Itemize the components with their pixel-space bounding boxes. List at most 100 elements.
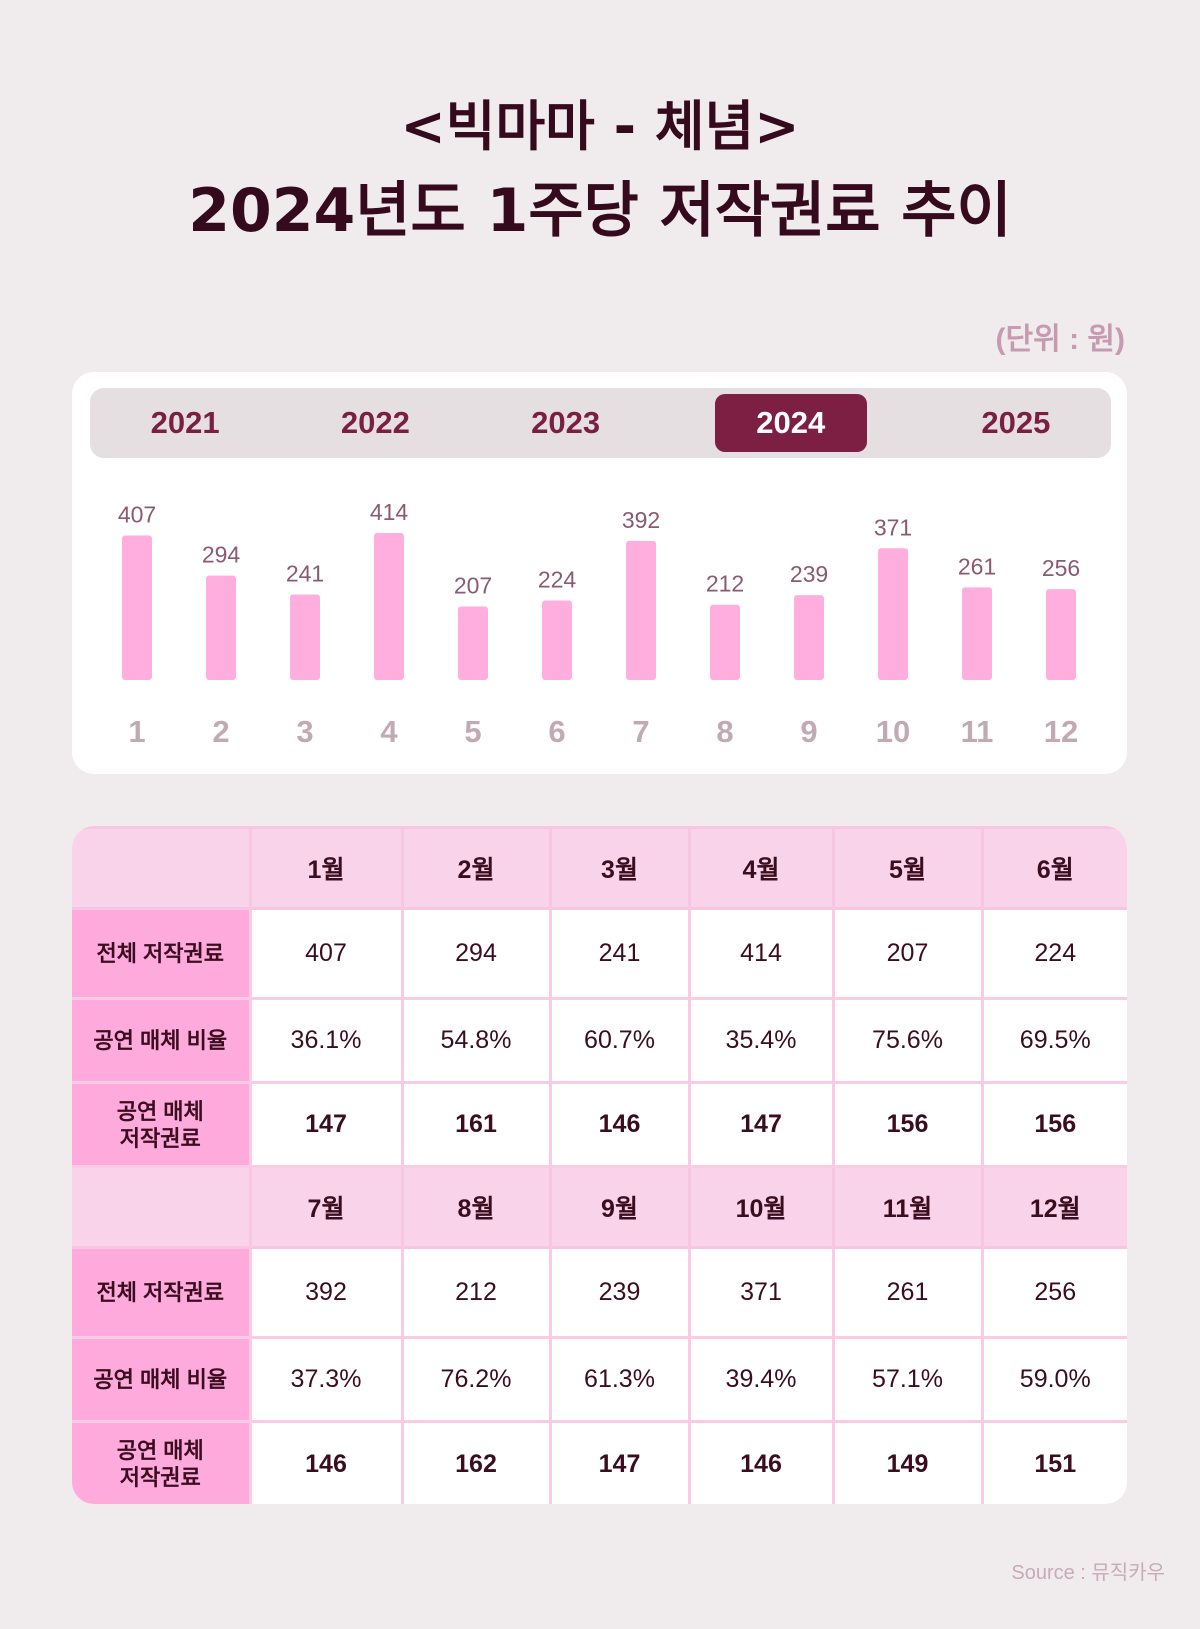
bar [458, 606, 488, 680]
table-row-performance: 공연 매체 저작권료 147 161 146 147 156 156 [72, 1081, 1127, 1168]
data-label: 371 [874, 514, 912, 540]
row-label-line: 공연 매체 [116, 1098, 204, 1124]
month-header: 10월 [687, 1165, 835, 1249]
table-cell: 146 [248, 1420, 404, 1504]
tab-2023[interactable]: 2023 [531, 405, 601, 440]
data-label: 261 [958, 553, 996, 579]
data-label: 294 [202, 542, 241, 568]
chart-card: 2021 2022 2023 2024 2025 407 1 294 2 241 3 414 4 207… [72, 372, 1127, 774]
row-label-line: 공연 매체 [116, 1438, 204, 1464]
table-cell: 161 [400, 1081, 552, 1168]
table-cell: 147 [548, 1420, 691, 1504]
x-tick-label: 7 [632, 714, 649, 749]
year-tabs: 2021 2022 2023 2024 2025 [90, 388, 1111, 458]
row-label: 전체 저작권료 [72, 907, 252, 1000]
data-label: 392 [622, 507, 660, 533]
data-label: 414 [370, 499, 409, 525]
month-header: 6월 [980, 826, 1127, 910]
bar [206, 575, 236, 680]
bar [290, 594, 320, 680]
table-cell: 54.8% [400, 997, 552, 1084]
x-tick-label: 6 [548, 714, 565, 749]
table-row-performance: 공연 매체 저작권료 146 162 147 146 149 151 [72, 1420, 1127, 1504]
tab-2021[interactable]: 2021 [150, 405, 220, 440]
tab-2022[interactable]: 2022 [340, 405, 410, 440]
bar-chart: 407 1 294 2 241 3 414 4 207 5 224 6 392 7 212 8 239 9 371 1… [118, 499, 1080, 749]
table-row-total: 전체 저작권료 392 212 239 371 261 256 [72, 1246, 1127, 1339]
month-header: 12월 [980, 1165, 1127, 1249]
month-header: 11월 [831, 1165, 984, 1249]
x-tick-label: 10 [876, 714, 910, 749]
tab-2025[interactable]: 2025 [981, 405, 1051, 440]
x-tick-label: 3 [296, 714, 313, 749]
row-label: 공연 매체 비율 [72, 1336, 252, 1423]
data-label: 212 [706, 571, 744, 597]
month-header: 3월 [548, 826, 691, 910]
table-row-ratio: 공연 매체 비율 36.1% 54.8% 60.7% 35.4% 75.6% 69.5% [72, 997, 1127, 1084]
month-header: 2월 [400, 826, 552, 910]
table-cell: 151 [980, 1420, 1127, 1504]
x-tick-label: 5 [464, 714, 481, 749]
data-label: 407 [118, 502, 156, 528]
row-label: 공연 매체 저작권료 [72, 1420, 252, 1504]
month-header: 1월 [248, 826, 404, 910]
table-cell: 146 [548, 1081, 691, 1168]
table-cell: 239 [548, 1246, 691, 1339]
bar [962, 587, 992, 680]
bar [542, 600, 572, 680]
table-cell: 61.3% [548, 1336, 691, 1423]
table-cell: 261 [831, 1246, 984, 1339]
x-tick-label: 12 [1044, 714, 1078, 749]
table-cell: 256 [980, 1246, 1127, 1339]
bar [1046, 589, 1076, 680]
table-row-total: 전체 저작권료 407 294 241 414 207 224 [72, 907, 1127, 1000]
x-tick-label: 9 [800, 714, 817, 749]
bar [626, 540, 656, 680]
table-cell: 57.1% [831, 1336, 984, 1423]
table-cell: 147 [248, 1081, 404, 1168]
table-cell: 212 [400, 1246, 552, 1339]
bar [374, 533, 404, 680]
month-header: 8월 [400, 1165, 552, 1249]
x-tick-label: 1 [128, 714, 145, 749]
x-tick-label: 8 [716, 714, 733, 749]
tab-2024[interactable]: 2024 [714, 394, 867, 452]
table-cell: 149 [831, 1420, 984, 1504]
month-header: 7월 [248, 1165, 404, 1249]
table-cell: 39.4% [687, 1336, 835, 1423]
table-cell: 162 [400, 1420, 552, 1504]
row-label: 전체 저작권료 [72, 1246, 252, 1339]
bar [122, 535, 152, 680]
table-cell: 156 [980, 1081, 1127, 1168]
bar [710, 604, 740, 680]
corner-cell [72, 826, 252, 910]
table-cell: 37.3% [248, 1336, 404, 1423]
table-cell: 35.4% [687, 997, 835, 1084]
data-label: 224 [538, 566, 577, 592]
table-cell: 371 [687, 1246, 835, 1339]
table-cell: 146 [687, 1420, 835, 1504]
table-cell: 407 [248, 907, 404, 1000]
table-cell: 76.2% [400, 1336, 552, 1423]
table-cell: 60.7% [548, 997, 691, 1084]
table-cell: 241 [548, 907, 691, 1000]
table-row-ratio: 공연 매체 비율 37.3% 76.2% 61.3% 39.4% 57.1% 59.0% [72, 1336, 1127, 1423]
table-cell: 156 [831, 1081, 984, 1168]
table-cell: 224 [980, 907, 1127, 1000]
table-cell: 59.0% [980, 1336, 1127, 1423]
month-header: 4월 [687, 826, 835, 910]
table-cell: 75.6% [831, 997, 984, 1084]
table-cell: 294 [400, 907, 552, 1000]
row-label-line: 저작권료 [119, 1125, 201, 1151]
data-label: 256 [1042, 555, 1080, 581]
table-cell: 69.5% [980, 997, 1127, 1084]
row-label: 공연 매체 비율 [72, 997, 252, 1084]
x-tick-label: 4 [380, 714, 398, 749]
unit-label: (단위 : 원) [995, 323, 1125, 356]
source-label: Source : 뮤직카우 [1011, 1562, 1165, 1584]
corner-cell [72, 1165, 252, 1249]
month-header: 5월 [831, 826, 984, 910]
title-line1: <빅마마 - 체념> [400, 95, 800, 158]
table-cell: 207 [831, 907, 984, 1000]
x-tick-label: 11 [961, 714, 994, 749]
